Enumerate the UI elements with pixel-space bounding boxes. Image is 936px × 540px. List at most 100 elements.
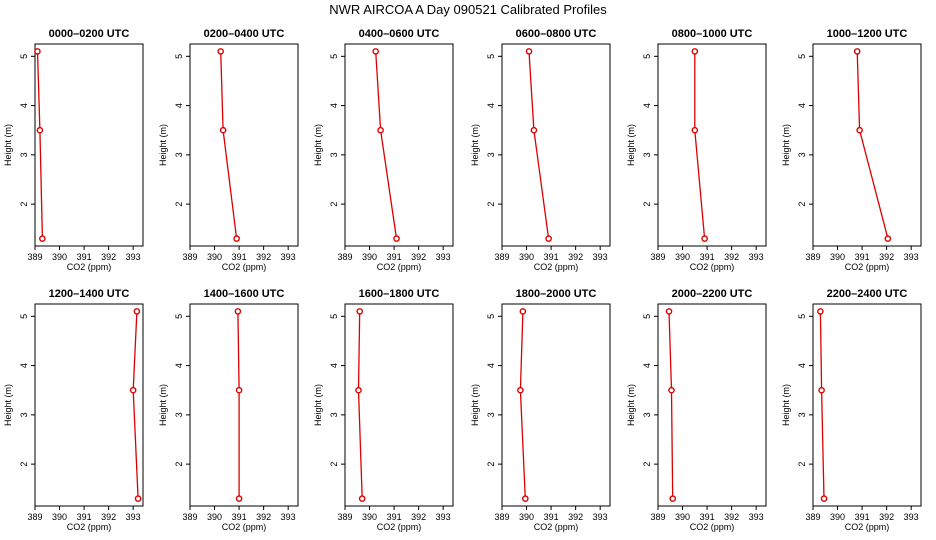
data-point [691,48,699,55]
plot-frame [344,303,454,507]
y-tick-label: 4 [174,363,184,368]
y-tick-label: 5 [329,54,339,59]
x-tick-label: 390 [519,512,534,522]
x-tick-label: 389 [650,512,665,522]
y-tick-label: 2 [329,462,339,467]
x-tick-label: 390 [207,512,222,522]
plot-frame [501,43,611,247]
profile-panel: 2000–2200 UTC 389 390 391 392 393 2 3 4 5 CO2 (ppm… [626,288,767,532]
y-tick-label: 3 [642,152,652,157]
profile-panel: 0800–1000 UTC 389 390 391 392 393 2 3 4 5 CO2 (ppm… [626,28,767,272]
profile-panel: 2200–2400 UTC 389 390 391 392 393 2 3 4 5 CO2 (ppm… [781,288,922,532]
x-tick-label: 390 [830,252,845,262]
data-point [519,308,527,315]
data-point [517,386,524,394]
profile-line [856,51,889,239]
x-tick-label: 392 [411,512,426,522]
y-tick-label: 2 [174,462,184,467]
y-tick-label: 4 [329,103,339,108]
y-tick-label: 5 [486,54,496,59]
x-tick-label: 390 [362,252,377,262]
data-point [545,235,552,242]
y-tick-label: 3 [19,152,29,157]
profile-line [375,51,398,239]
y-tick-label: 5 [19,54,29,59]
y-axis-label: Height (m) [313,384,323,426]
data-point [36,126,44,134]
x-tick-label: 389 [27,512,42,522]
data-point [134,495,142,502]
plot-frame [812,43,922,247]
data-point [372,48,379,55]
profile-panel: 1000–1200 UTC 389 390 391 392 393 2 3 4 5 CO2 (ppm… [781,28,922,272]
panel-title: 2200–2400 UTC [827,288,908,300]
y-tick-label: 5 [797,314,807,319]
y-tick-label: 3 [486,412,496,417]
y-tick-label: 3 [329,152,339,157]
data-point [530,126,538,134]
plot-frame [34,303,144,507]
plot-frame [657,303,767,507]
y-tick-label: 2 [486,202,496,207]
data-point [133,308,141,315]
plot-frame [501,303,611,507]
data-point [691,126,699,134]
x-tick-label: 389 [805,252,820,262]
profile-panel: 0600–0800 UTC 389 390 391 392 393 2 3 4 5 CO2 (ppm… [470,28,611,272]
x-tick-label: 392 [411,252,426,262]
data-point [393,235,400,242]
panel-title: 0400–0600 UTC [359,28,440,40]
data-point [665,308,673,315]
panel-title: 0000–0200 UTC [49,28,130,40]
x-tick-label: 389 [27,252,42,262]
y-tick-label: 3 [486,152,496,157]
data-point [701,235,708,242]
x-tick-label: 393 [904,252,919,262]
profile-line [528,51,550,239]
y-tick-label: 5 [174,54,184,59]
y-tick-label: 3 [19,412,29,417]
panel-title: 2000–2200 UTC [672,288,753,300]
profile-panel: 0200–0400 UTC 389 390 391 392 393 2 3 4 5 CO2 (ppm… [158,28,299,272]
x-tick-label: 392 [101,512,116,522]
y-tick-label: 4 [642,363,652,368]
x-tick-label: 393 [281,252,296,262]
x-tick-label: 390 [830,512,845,522]
y-axis-label: Height (m) [781,384,791,426]
x-tick-label: 393 [593,512,608,522]
profile-panel: 1200–1400 UTC 389 390 391 392 393 2 3 4 5 CO2 (ppm… [3,288,144,532]
y-tick-label: 5 [174,314,184,319]
y-tick-label: 2 [19,202,29,207]
y-axis-label: Height (m) [158,124,168,166]
x-tick-label: 393 [126,512,141,522]
x-axis-label: CO2 (ppm) [222,262,267,272]
y-axis-label: Height (m) [781,124,791,166]
data-point [217,48,224,55]
data-point [233,235,240,242]
y-axis-label: Height (m) [158,384,168,426]
x-axis-label: CO2 (ppm) [534,262,579,272]
x-tick-label: 389 [182,512,197,522]
y-tick-label: 2 [174,202,184,207]
panel-title: 1200–1400 UTC [49,288,130,300]
data-point [377,126,384,134]
y-tick-label: 2 [797,202,807,207]
x-tick-label: 393 [436,512,451,522]
x-tick-label: 392 [256,512,271,522]
y-tick-label: 4 [329,363,339,368]
y-tick-label: 2 [797,462,807,467]
y-tick-label: 5 [642,54,652,59]
y-axis-label: Height (m) [3,124,13,166]
data-point [358,495,366,502]
x-axis-label: CO2 (ppm) [845,522,890,532]
y-tick-label: 5 [19,314,29,319]
data-point [884,235,892,242]
y-axis-label: Height (m) [626,124,636,166]
x-tick-label: 389 [805,512,820,522]
panel-grid: 0000–0200 UTC 389 390 391 392 393 2 3 4 5 CO2 (ppm… [3,28,922,532]
y-axis-label: Height (m) [3,384,13,426]
y-tick-label: 5 [642,314,652,319]
x-tick-label: 390 [207,252,222,262]
x-tick-label: 392 [101,252,116,262]
profile-line [36,51,44,239]
